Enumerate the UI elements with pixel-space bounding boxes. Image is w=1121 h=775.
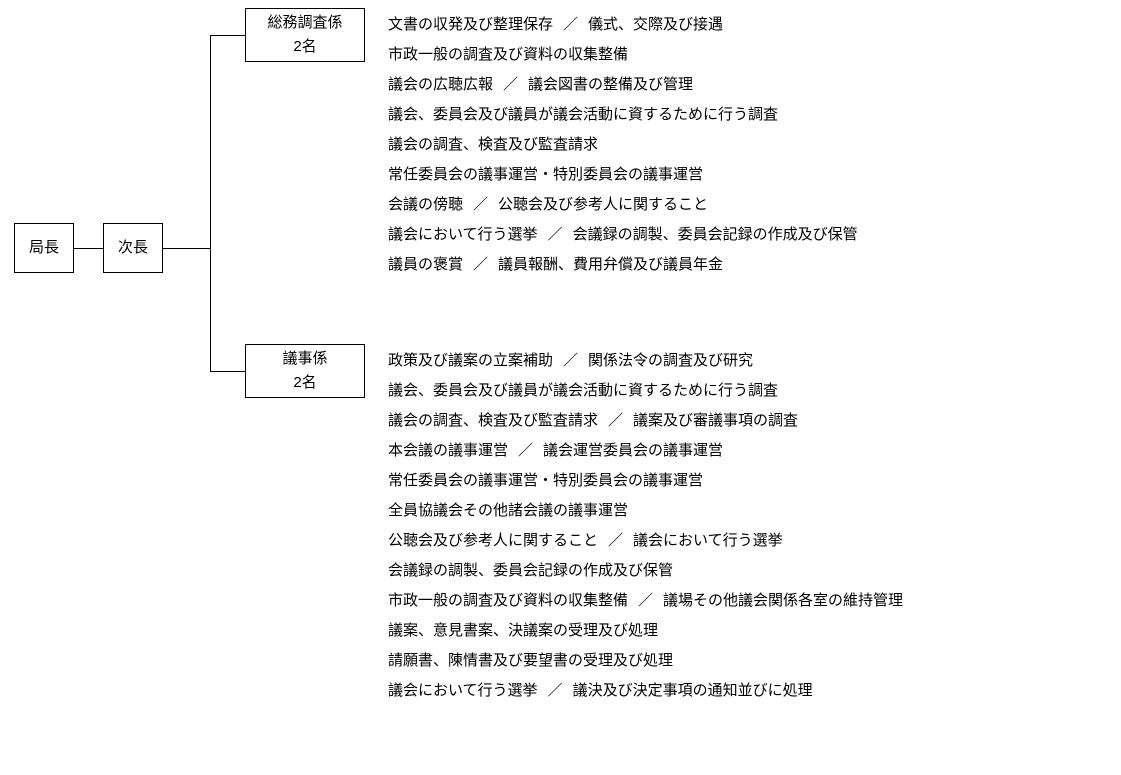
duty-text: 市政一般の調査及び資料の収集整備: [388, 592, 628, 609]
separator: ／: [548, 220, 563, 250]
separator: ／: [608, 406, 623, 436]
duty-text: 議会において行う選挙: [388, 682, 538, 699]
node-label: 議事係: [282, 347, 327, 371]
duty-line: 会議の傍聴 ／ 公聴会及び参考人に関すること: [388, 190, 858, 220]
node-count: 2名: [293, 371, 316, 395]
duty-text: 請願書、陳情書及び要望書の受理及び処理: [388, 652, 673, 669]
duty-line: 議会の調査、検査及び監査請求 ／ 議案及び審議事項の調査: [388, 406, 903, 436]
duty-line: 議会の広聴広報 ／ 議会図書の整備及び管理: [388, 70, 858, 100]
separator: ／: [473, 190, 488, 220]
duty-text: 議場その他議会関係各室の維持管理: [663, 592, 903, 609]
duty-line: 市政一般の調査及び資料の収集整備 ／ 議場その他議会関係各室の維持管理: [388, 586, 903, 616]
duty-text: 議員の褒賞: [388, 256, 463, 273]
separator: ／: [473, 250, 488, 280]
node-label: 次長: [118, 236, 148, 260]
duty-line: 文書の収発及び整理保存 ／ 儀式、交際及び接遇: [388, 10, 858, 40]
duty-line: 議会において行う選挙 ／ 議決及び決定事項の通知並びに処理: [388, 676, 903, 706]
duty-line: 全員協議会その他諸会議の議事運営: [388, 496, 903, 526]
connector: [210, 35, 245, 36]
connector: [74, 248, 103, 249]
separator: ／: [608, 526, 623, 556]
node-general-affairs: 総務調査係2名: [245, 8, 365, 62]
duty-text: 関係法令の調査及び研究: [588, 352, 753, 369]
general-affairs-duties: 文書の収発及び整理保存／儀式、交際及び接遇市政一般の調査及び資料の収集整備議会の…: [388, 10, 858, 280]
duty-text: 議案及び審議事項の調査: [633, 412, 798, 429]
duty-text: 常任委員会の議事運営・特別委員会の議事運営: [388, 472, 703, 489]
node-deputy: 次長: [103, 223, 163, 273]
duty-text: 議案、意見書案、決議案の受理及び処理: [388, 622, 658, 639]
duty-text: 会議の傍聴: [388, 196, 463, 213]
node-label: 総務調査係: [267, 11, 342, 35]
separator: ／: [638, 586, 653, 616]
duty-text: 議会の調査、検査及び監査請求: [388, 136, 598, 153]
duty-text: 議会運営委員会の議事運営: [543, 442, 723, 459]
duty-text: 市政一般の調査及び資料の収集整備: [388, 46, 628, 63]
duty-line: 議会において行う選挙 ／ 会議録の調製、委員会記録の作成及び保管: [388, 220, 858, 250]
duty-line: 議会の調査、検査及び監査請求: [388, 130, 858, 160]
separator: ／: [503, 70, 518, 100]
connector: [210, 371, 245, 372]
duty-line: 政策及び議案の立案補助 ／ 関係法令の調査及び研究: [388, 346, 903, 376]
duty-text: 会議録の調製、委員会記録の作成及び保管: [573, 226, 858, 243]
duty-text: 会議録の調製、委員会記録の作成及び保管: [388, 562, 673, 579]
duty-line: 議会、委員会及び議員が議会活動に資するために行う調査: [388, 376, 903, 406]
node-count: 2名: [293, 35, 316, 59]
duty-line: 議案、意見書案、決議案の受理及び処理: [388, 616, 903, 646]
duty-text: 本会議の議事運営: [388, 442, 508, 459]
duty-text: 議会の広聴広報: [388, 76, 493, 93]
duty-line: 市政一般の調査及び資料の収集整備: [388, 40, 858, 70]
duty-text: 政策及び議案の立案補助: [388, 352, 553, 369]
duty-line: 常任委員会の議事運営・特別委員会の議事運営: [388, 466, 903, 496]
duty-text: 議員報酬、費用弁償及び議員年金: [498, 256, 723, 273]
duty-text: 議会、委員会及び議員が議会活動に資するために行う調査: [388, 382, 778, 399]
duty-text: 公聴会及び参考人に関すること: [498, 196, 708, 213]
duty-text: 議会、委員会及び議員が議会活動に資するために行う調査: [388, 106, 778, 123]
separator: ／: [518, 436, 533, 466]
duty-text: 議会図書の整備及び管理: [528, 76, 693, 93]
proceedings-duties: 政策及び議案の立案補助 ／ 関係法令の調査及び研究議会、委員会及び議員が議会活動に資…: [388, 346, 903, 706]
duty-text: 常任委員会の議事運営・特別委員会の議事運営: [388, 166, 703, 183]
connector: [163, 248, 210, 249]
separator: ／: [563, 10, 578, 40]
duty-line: 議員の褒賞 ／ 議員報酬、費用弁償及び議員年金: [388, 250, 858, 280]
duty-text: 議会の調査、検査及び監査請求: [388, 412, 598, 429]
duty-line: 公聴会及び参考人に関すること ／ 議会において行う選挙: [388, 526, 903, 556]
node-director: 局長: [14, 223, 74, 273]
duty-text: 議会において行う選挙: [633, 532, 783, 549]
duty-text: 全員協議会その他諸会議の議事運営: [388, 502, 628, 519]
duty-line: 常任委員会の議事運営・特別委員会の議事運営: [388, 160, 858, 190]
duty-line: 請願書、陳情書及び要望書の受理及び処理: [388, 646, 903, 676]
duty-text: 議決及び決定事項の通知並びに処理: [573, 682, 813, 699]
duty-text: 公聴会及び参考人に関すること: [388, 532, 598, 549]
duty-text: 儀式、交際及び接遇: [588, 16, 723, 33]
node-proceedings: 議事係2名: [245, 344, 365, 398]
connector: [210, 35, 211, 371]
duty-line: 本会議の議事運営 ／ 議会運営委員会の議事運営: [388, 436, 903, 466]
duty-line: 会議録の調製、委員会記録の作成及び保管: [388, 556, 903, 586]
separator: ／: [548, 676, 563, 706]
duty-line: 議会、委員会及び議員が議会活動に資するために行う調査: [388, 100, 858, 130]
separator: ／: [563, 346, 578, 376]
duty-text: 議会において行う選挙: [388, 226, 538, 243]
duty-text: 文書の収発及び整理保存: [388, 16, 553, 33]
node-label: 局長: [29, 236, 59, 260]
